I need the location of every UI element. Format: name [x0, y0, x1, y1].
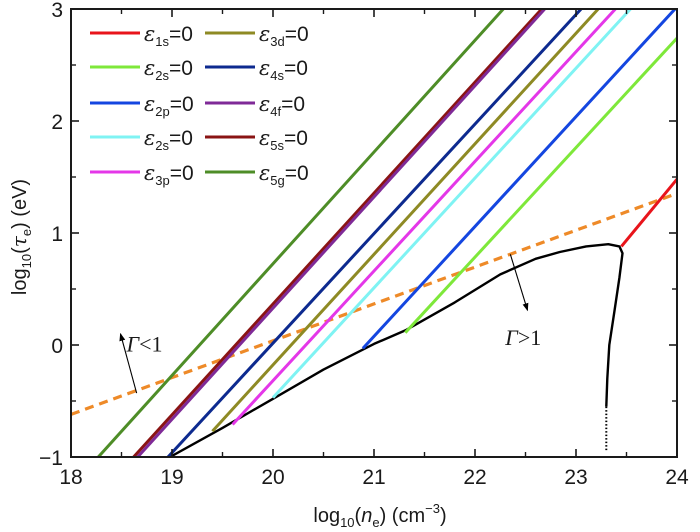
legend-entry: ε2s=0	[90, 56, 193, 83]
legend-entry: ε4s=0	[205, 56, 308, 83]
series-line-1s	[620, 178, 677, 248]
legend-label: ε3p=0	[144, 161, 194, 188]
legend-suffix: =0	[169, 23, 193, 46]
legend-symbol: ε	[259, 161, 270, 185]
legend-suffix: =0	[284, 57, 308, 80]
legend-label: ε5g=0	[259, 161, 309, 188]
y-tick-label: 2	[51, 111, 63, 134]
legend-label: ε2s=0	[144, 126, 193, 153]
legend-subscript: 2p	[155, 104, 169, 119]
x-tick-label: 23	[564, 466, 587, 489]
legend-label: ε1s=0	[144, 22, 193, 49]
series-line-2p	[361, 9, 677, 350]
x-tick-label: 18	[59, 466, 82, 489]
x-tick-label: 22	[463, 466, 486, 489]
annotation-relation: <1	[139, 332, 162, 357]
annotation-arrow	[509, 254, 529, 312]
y-tick-label: 0	[51, 335, 63, 358]
x-axis-title: log10(ne) (cm−3)	[313, 501, 446, 530]
legend-suffix: =0	[285, 162, 309, 185]
annotation-arrow	[119, 332, 138, 394]
gamma-dashed-line	[71, 193, 674, 416]
plot-lines	[71, 9, 677, 457]
legend-entry: ε3d=0	[205, 22, 309, 49]
legend-suffix: =0	[281, 93, 305, 116]
legend-label: ε3d=0	[259, 22, 309, 49]
annotation-label: Γ<1	[126, 332, 163, 357]
x-tick-label: 20	[261, 466, 284, 489]
legend-subscript: 1s	[155, 34, 169, 49]
legend-suffix: =0	[284, 127, 308, 150]
legend-symbol: ε	[259, 22, 270, 46]
legend-subscript: 3d	[270, 34, 284, 49]
legend-subscript: 2s	[155, 138, 169, 153]
annotations: Γ<1 Γ>1	[119, 254, 541, 394]
annotation-symbol: Γ	[504, 325, 519, 350]
legend-entry: ε1s=0	[90, 22, 193, 49]
legend-entry: ε2s=0	[90, 126, 193, 153]
series-line-4f	[136, 9, 546, 457]
legend-entry: ε5g=0	[205, 161, 309, 188]
legend-label: ε2s=0	[144, 56, 193, 83]
legend-suffix: =0	[170, 162, 194, 185]
y-tick-label: −1	[39, 447, 63, 470]
annotation-symbol: Γ	[126, 332, 141, 357]
legend-entry: ε5s=0	[205, 126, 308, 153]
legend: ε1s=0ε2s=0ε2p=0ε2s=0ε3p=0ε3d=0ε4s=0ε4f=0…	[90, 22, 309, 188]
series-line-3p	[231, 9, 617, 426]
legend-symbol: ε	[259, 92, 270, 116]
legend-suffix: =0	[169, 57, 193, 80]
boundary-curve	[169, 242, 624, 457]
legend-label: ε2p=0	[144, 92, 194, 119]
legend-label: ε5s=0	[259, 126, 308, 153]
series-line-5s	[132, 9, 543, 457]
legend-subscript: 3p	[155, 173, 169, 188]
annotation-relation: >1	[518, 325, 541, 350]
legend-label: ε4f=0	[259, 92, 305, 119]
y-tick-label: 3	[51, 0, 63, 22]
y-axis-title: log10(τe) (eV)	[7, 179, 34, 295]
legend-subscript: 5s	[270, 138, 284, 153]
legend-entry: ε3p=0	[90, 161, 194, 188]
legend-subscript: 4f	[270, 104, 281, 119]
legend-symbol: ε	[144, 126, 155, 150]
series-line-4s	[166, 9, 583, 457]
x-tick-label: 24	[665, 466, 689, 489]
legend-symbol: ε	[259, 56, 270, 80]
legend-symbol: ε	[259, 126, 270, 150]
legend-entry: ε4f=0	[205, 92, 305, 119]
series-line-5g	[97, 9, 505, 457]
legend-suffix: =0	[285, 23, 309, 46]
legend-suffix: =0	[170, 93, 194, 116]
legend-symbol: ε	[144, 161, 155, 185]
legend-symbol: ε	[144, 22, 155, 46]
legend-suffix: =0	[169, 127, 193, 150]
legend-subscript: 2s	[155, 68, 169, 83]
series-line-2s	[271, 9, 632, 399]
x-tick-label: 19	[160, 466, 183, 489]
series-line-2s	[404, 37, 677, 334]
legend-symbol: ε	[144, 92, 155, 116]
y-tick-label: 1	[51, 223, 63, 246]
x-tick-label: 21	[362, 466, 385, 489]
legend-subscript: 4s	[270, 68, 284, 83]
legend-label: ε4s=0	[259, 56, 308, 83]
series-line-3d	[211, 9, 600, 433]
legend-symbol: ε	[144, 56, 155, 80]
annotation-label: Γ>1	[504, 325, 541, 350]
legend-subscript: 5g	[270, 173, 284, 188]
legend-entry: ε2p=0	[90, 92, 194, 119]
